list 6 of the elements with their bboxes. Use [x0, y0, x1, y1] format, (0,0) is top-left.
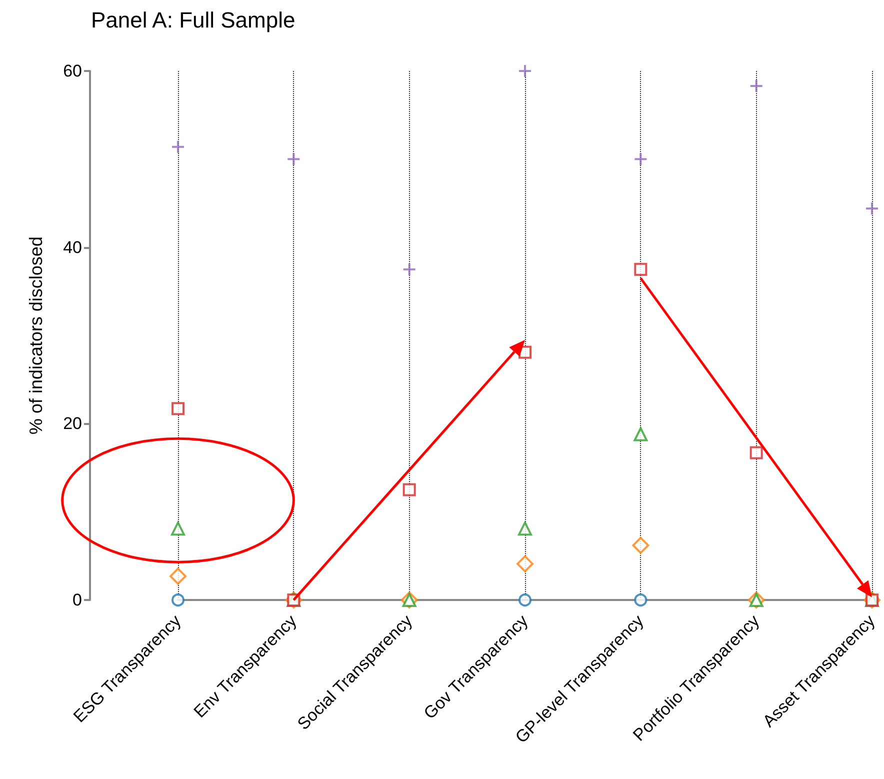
y-tick-label: 0 — [72, 590, 82, 610]
y-tick-label: 20 — [63, 414, 82, 434]
y-axis-title: % of indicators disclosed — [26, 236, 46, 435]
y-tick-label: 60 — [63, 62, 82, 80]
y-tick-label: 40 — [63, 238, 82, 257]
chart-title: Panel A: Full Sample — [91, 8, 296, 32]
